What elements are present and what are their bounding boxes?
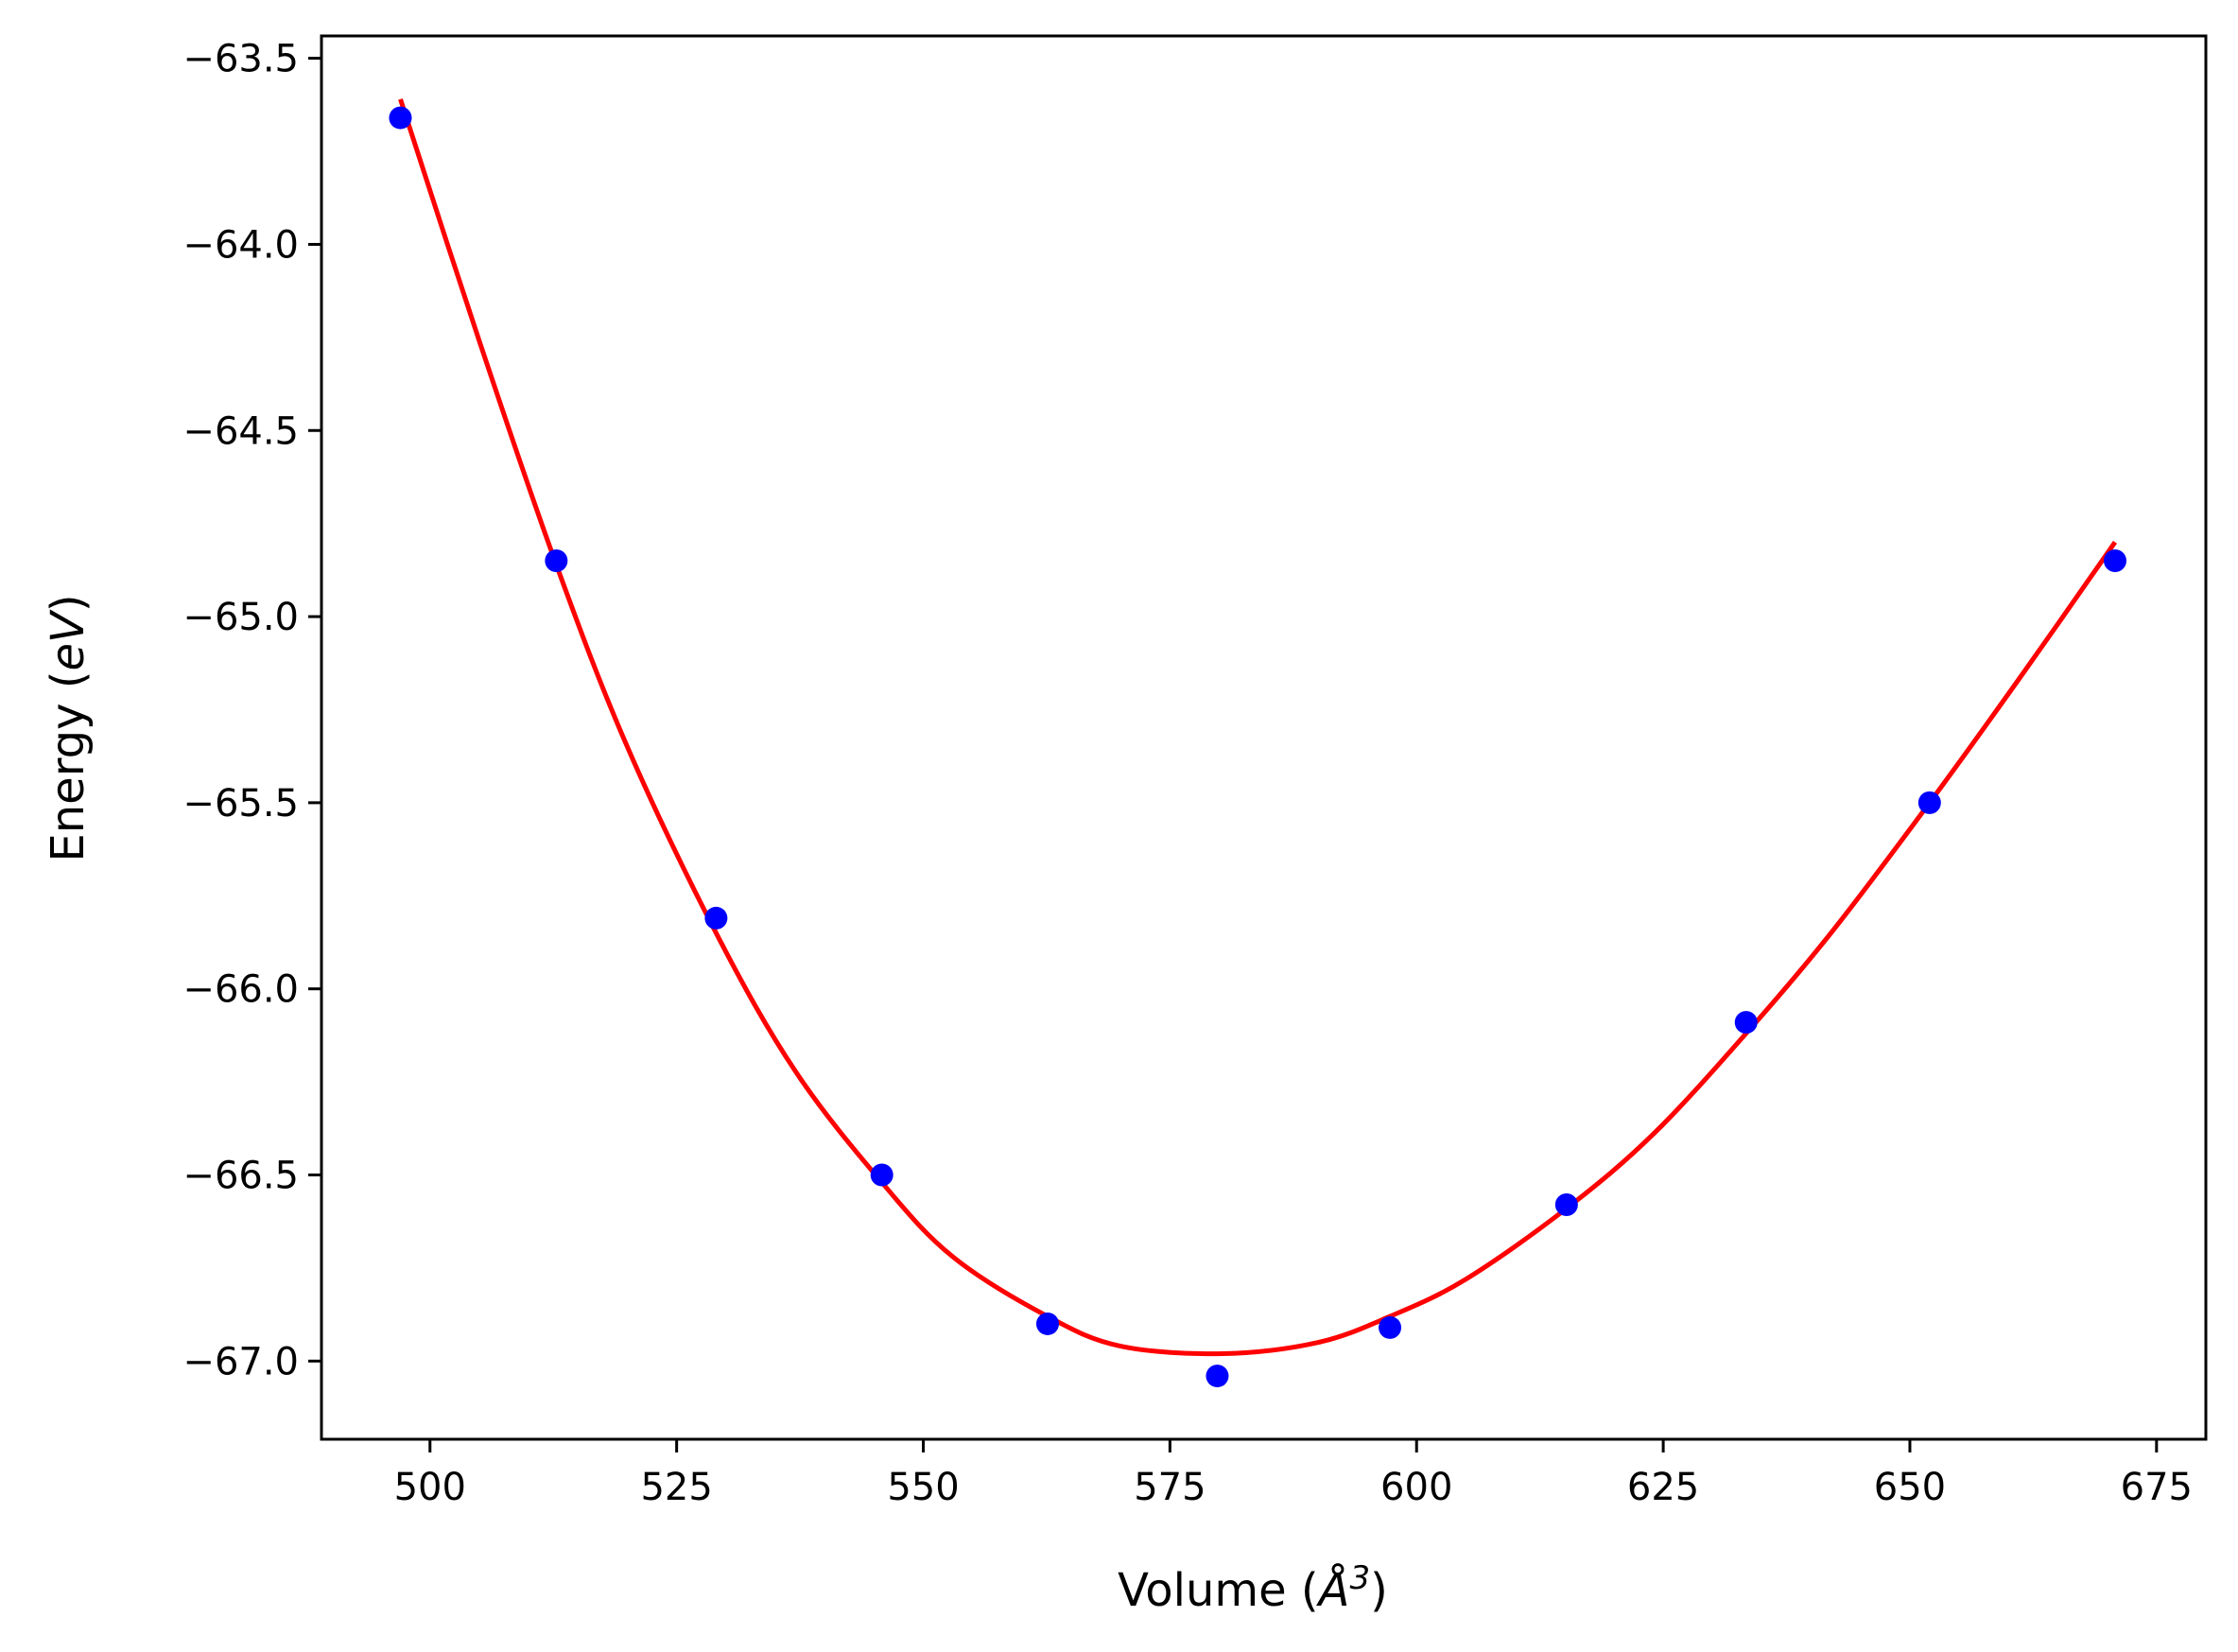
- fit-curve-line: [398, 98, 2118, 1357]
- y-tick-label: −66.0: [182, 968, 299, 1012]
- x-tick-label: 550: [887, 1466, 959, 1509]
- data-point: [545, 549, 568, 573]
- y-tick-label: −64.5: [182, 409, 299, 453]
- y-axis-ticks: −63.5 −64.0 −64.5 −65.0 −65.5 −66.0 −66.5 −67.0: [182, 38, 321, 1383]
- x-tick-label: 600: [1380, 1466, 1452, 1509]
- x-tick-label: 625: [1627, 1466, 1699, 1509]
- y-tick-label: −67.0: [182, 1340, 299, 1383]
- y-tick-label: −64.0: [182, 223, 299, 267]
- data-point: [1206, 1365, 1229, 1388]
- data-point: [389, 106, 412, 130]
- x-tick-label: 500: [394, 1466, 466, 1509]
- x-tick-label: 575: [1134, 1466, 1206, 1509]
- data-points: [389, 106, 2127, 1388]
- data-point: [870, 1163, 893, 1187]
- data-point: [704, 906, 728, 930]
- x-axis-label: Volume (Å3): [1118, 1559, 1388, 1617]
- data-point: [1035, 1312, 1059, 1335]
- data-point: [2104, 549, 2127, 573]
- data-point: [1734, 1011, 1758, 1035]
- axes-frame: [320, 34, 2208, 1441]
- plot-area: [389, 98, 2127, 1388]
- data-point: [1917, 791, 1941, 814]
- y-tick-label: −63.5: [182, 38, 299, 81]
- y-tick-label: −65.0: [182, 596, 299, 639]
- y-tick-label: −66.5: [182, 1155, 299, 1198]
- data-point: [1554, 1193, 1578, 1217]
- x-axis-ticks: 500 525 550 575 600 625 650 675: [394, 1439, 2193, 1509]
- y-axis-label: Energy (eV): [42, 594, 95, 861]
- x-tick-label: 525: [640, 1466, 712, 1509]
- y-tick-label: −65.5: [182, 782, 299, 826]
- data-point: [1379, 1315, 1402, 1339]
- x-tick-label: 675: [2121, 1466, 2193, 1509]
- x-tick-label: 650: [1874, 1466, 1946, 1509]
